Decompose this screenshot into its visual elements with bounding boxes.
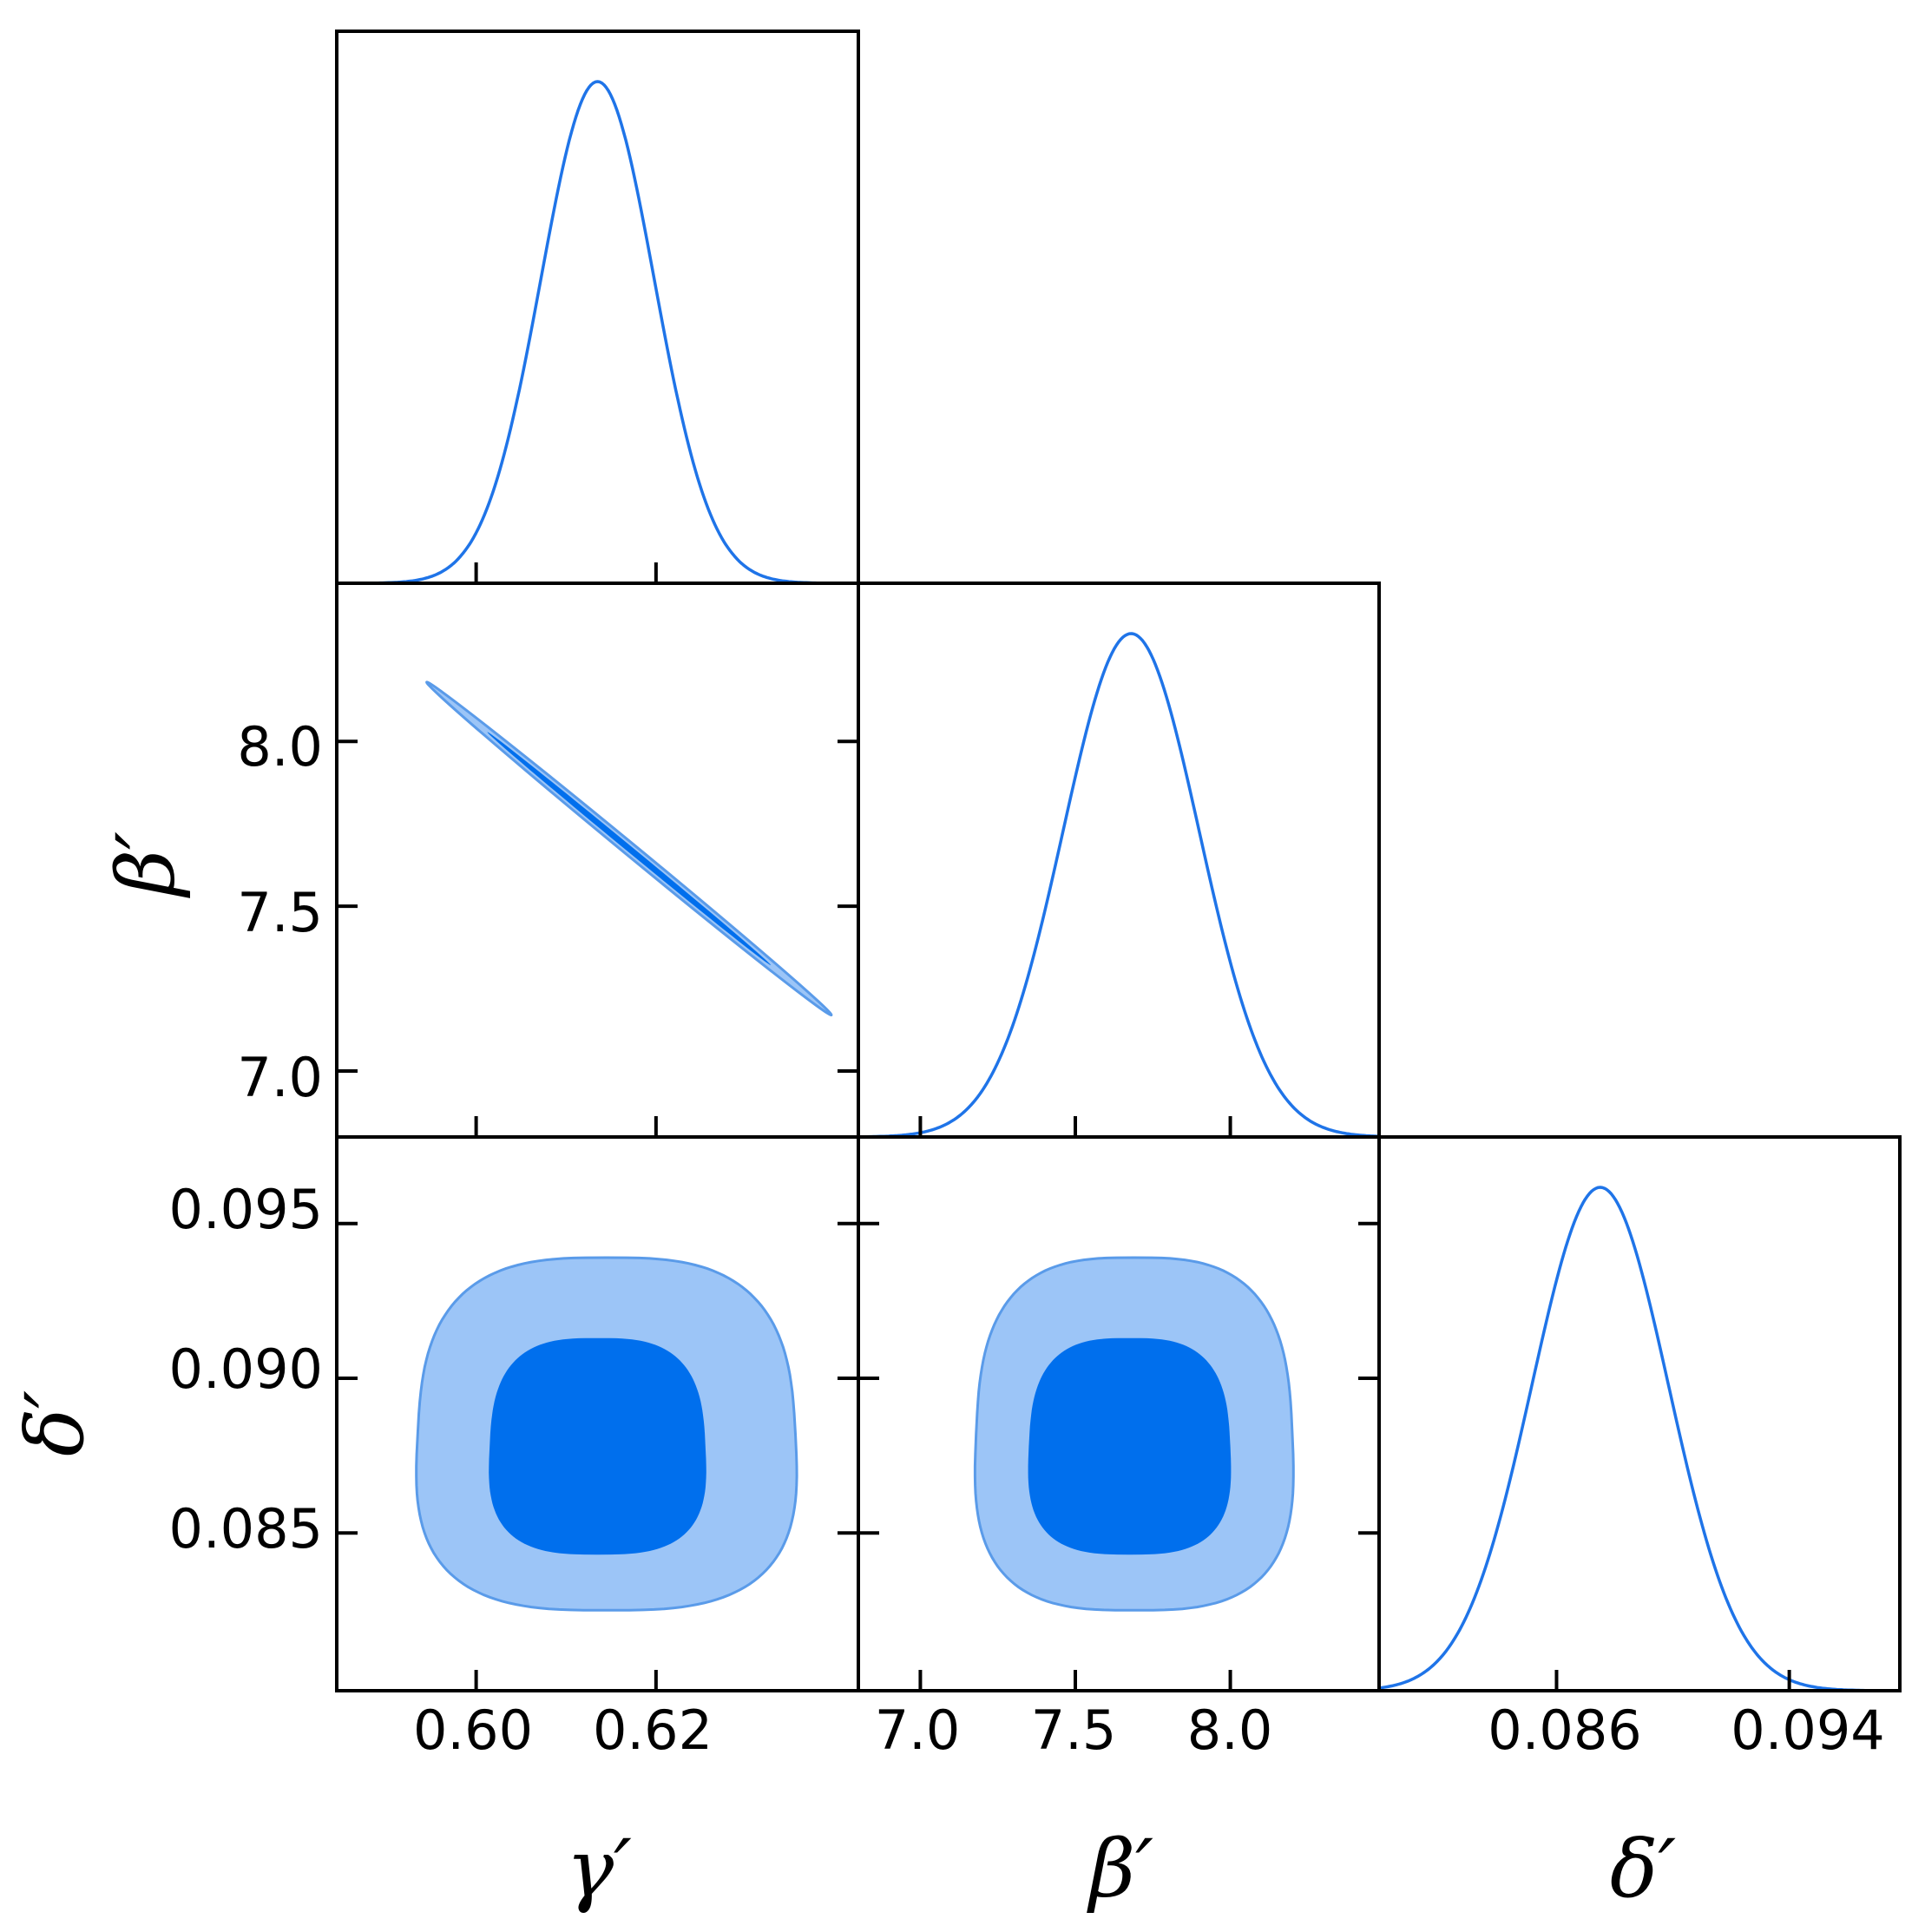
x-tick-label-beta-2: 8.0 (1187, 1699, 1273, 1762)
x-axis-label-beta: β′ (1087, 1823, 1153, 1916)
x-tick-label-beta-1: 7.5 (1031, 1699, 1117, 1762)
x-tick-label-beta-0: 7.0 (875, 1699, 961, 1762)
panel-frame-1-0 (335, 582, 860, 1139)
x-tick-label-gamma-0: 0.60 (413, 1699, 533, 1762)
marginal-pdf-gamma (337, 80, 858, 585)
y-tick-label-beta-2: 8.0 (237, 715, 323, 779)
x-axis-label-gamma: γ′ (566, 1823, 632, 1916)
contour-inner-gamma-beta (487, 732, 771, 965)
y-tick-label-beta-0: 7.0 (237, 1046, 323, 1109)
y-axis-label-delta: δ′ (9, 1390, 102, 1456)
x-tick-label-delta-0: 0.086 (1488, 1699, 1642, 1762)
y-tick-label-delta-1: 0.090 (169, 1337, 324, 1401)
marginal-pdf-delta (1378, 1186, 1900, 1692)
y-tick-label-delta-2: 0.095 (169, 1178, 324, 1241)
marginal-pdf-beta (858, 632, 1380, 1139)
x-tick-label-delta-1: 0.094 (1731, 1699, 1885, 1762)
panel-frame-1-1 (857, 582, 1381, 1139)
panel-frame-2-2 (1377, 1135, 1902, 1692)
panel-frame-0-0 (335, 30, 860, 585)
contour-inner-beta-delta (1028, 1337, 1232, 1555)
y-axis-label-beta: β′ (100, 831, 193, 898)
y-tick-label-beta-1: 7.5 (237, 881, 323, 944)
contour-inner-gamma-delta (489, 1337, 706, 1555)
y-tick-label-delta-0: 0.085 (169, 1497, 324, 1561)
x-tick-label-gamma-1: 0.62 (593, 1699, 713, 1762)
x-axis-label-delta: δ′ (1610, 1823, 1676, 1916)
